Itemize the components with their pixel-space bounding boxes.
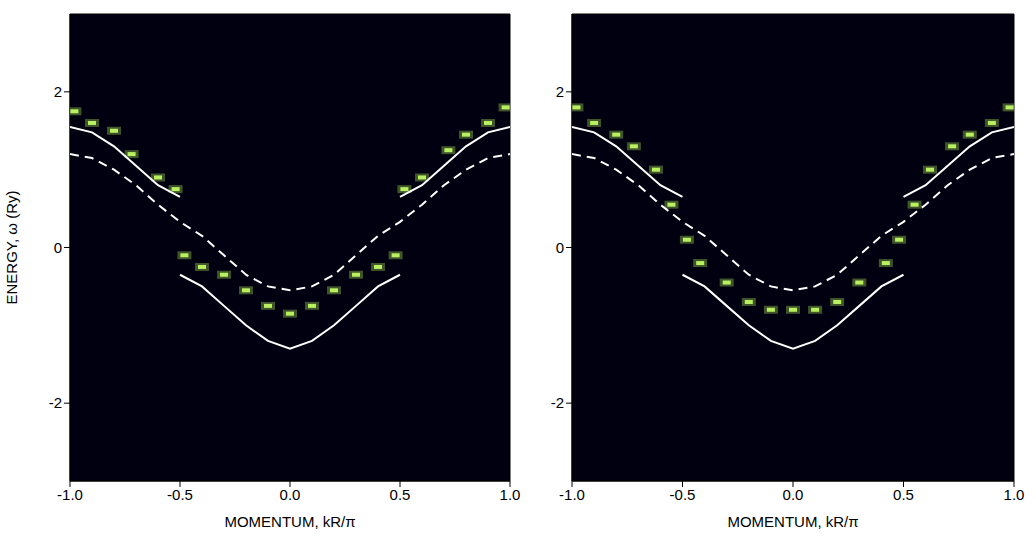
- svg-text:-1.0: -1.0: [559, 486, 585, 503]
- svg-text:-0.5: -0.5: [670, 486, 696, 503]
- svg-text:-1.0: -1.0: [57, 486, 83, 503]
- svg-text:0: 0: [556, 239, 564, 256]
- svg-text:2: 2: [54, 83, 62, 100]
- svg-text:0: 0: [54, 239, 62, 256]
- svg-text:MOMENTUM, kR/π: MOMENTUM, kR/π: [224, 513, 355, 530]
- svg-text:2: 2: [556, 83, 564, 100]
- svg-text:ENERGY, ω (Ry): ENERGY, ω (Ry): [3, 191, 20, 305]
- svg-text:-2: -2: [551, 394, 564, 411]
- svg-text:0.5: 0.5: [390, 486, 411, 503]
- svg-text:-0.5: -0.5: [167, 486, 193, 503]
- svg-text:MOMENTUM, kR/π: MOMENTUM, kR/π: [727, 513, 858, 530]
- svg-text:0.0: 0.0: [783, 486, 804, 503]
- svg-text:1.0: 1.0: [1004, 486, 1025, 503]
- svg-text:0.5: 0.5: [893, 486, 914, 503]
- svg-text:0.0: 0.0: [280, 486, 301, 503]
- svg-text:1.0: 1.0: [500, 486, 521, 503]
- svg-text:-2: -2: [49, 394, 62, 411]
